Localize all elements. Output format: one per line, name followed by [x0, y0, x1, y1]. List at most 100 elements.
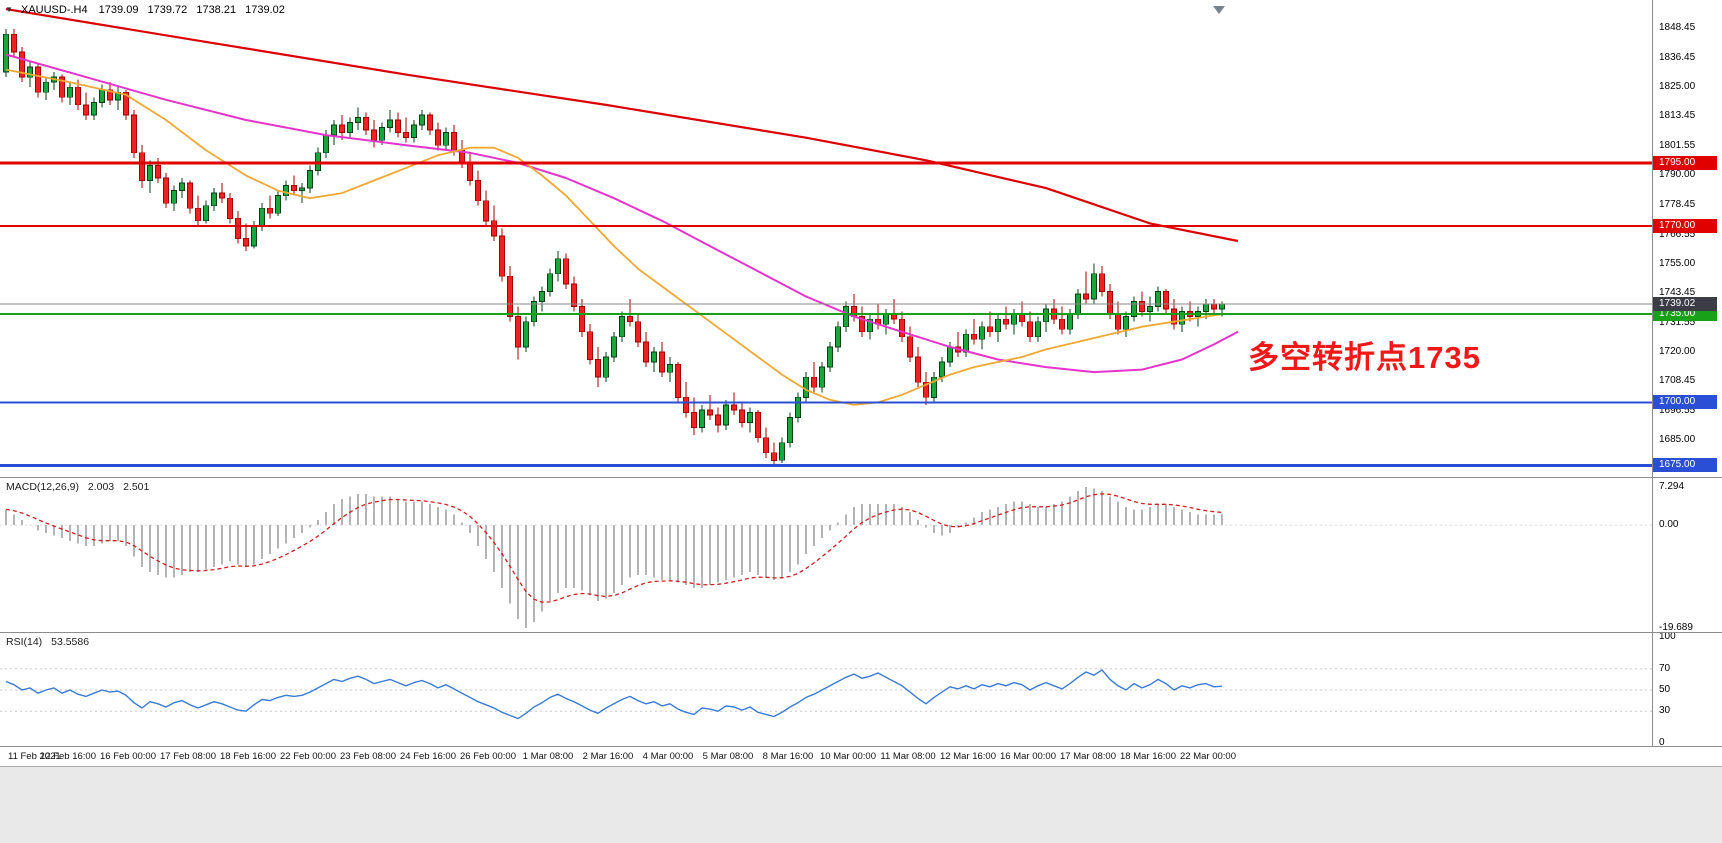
candle: [179, 178, 185, 199]
candle: [163, 172, 169, 209]
price-tick: 1778.45: [1659, 198, 1696, 210]
candle: [923, 372, 929, 405]
time-label: 16 Mar 00:00: [1000, 751, 1056, 762]
time-label: 8 Mar 16:00: [762, 751, 814, 762]
candle: [1067, 309, 1073, 335]
candle: [331, 120, 337, 146]
candle: [627, 299, 633, 327]
ma-slow-magenta[interactable]: [5, 53, 1239, 374]
candle: [67, 82, 73, 105]
time-label: 17 Feb 08:00: [160, 751, 216, 762]
candle: [1211, 299, 1217, 315]
candle: [139, 145, 145, 189]
macd-histogram: [5, 487, 1223, 629]
candle: [19, 46, 25, 83]
candle: [435, 122, 441, 151]
main-macd-separator[interactable]: [0, 477, 1722, 478]
macd-panel[interactable]: [0, 478, 1652, 633]
time-label: 22 Mar 00:00: [1180, 751, 1236, 762]
candle: [355, 107, 361, 131]
chart-axis-separator: [0, 746, 1722, 747]
candle: [739, 402, 745, 428]
window-bottom-strip: [0, 766, 1722, 843]
candle: [587, 324, 593, 365]
candle: [43, 77, 49, 100]
candle: [1027, 311, 1033, 342]
price-axis[interactable]: 1848.45 1836.45 1825.00 1813.45 1801.55 1790.…: [1653, 0, 1722, 748]
candle: [827, 341, 833, 373]
candle: [1195, 306, 1201, 327]
time-label: 2 Mar 16:00: [582, 751, 634, 762]
candle: [211, 188, 217, 211]
price-tick: 1743.45: [1659, 286, 1696, 298]
time-label: 17 Mar 08:00: [1060, 751, 1116, 762]
candle: [547, 268, 553, 297]
price-badge-1770.00: 1770.00: [1653, 218, 1717, 233]
rsi-tick: 0: [1659, 737, 1665, 748]
candle: [1059, 306, 1065, 335]
candle: [195, 195, 201, 226]
time-label: 1 Mar 08:00: [522, 751, 574, 762]
candle: [395, 112, 401, 138]
candle: [771, 442, 777, 466]
candle: [1091, 263, 1097, 304]
candle: [1123, 311, 1129, 337]
chart-shift-icon[interactable]: [1213, 6, 1225, 14]
rsi-tick: 30: [1659, 705, 1671, 717]
time-label: 4 Mar 00:00: [642, 751, 694, 762]
candle: [763, 427, 769, 458]
candle: [107, 82, 113, 105]
candles-layer: [3, 29, 1225, 466]
candle: [83, 92, 89, 120]
candle: [1115, 301, 1121, 335]
symbol-dropdown-icon[interactable]: ▼: [5, 5, 13, 14]
macd-rsi-separator[interactable]: [0, 632, 1722, 633]
candle: [275, 190, 281, 216]
candle: [1147, 296, 1153, 322]
candle: [611, 331, 617, 362]
candle: [1003, 306, 1009, 330]
candle: [51, 72, 57, 90]
candle: [427, 112, 433, 136]
time-axis[interactable]: 11 Feb 2021 12 Feb 16:00 16 Feb 00:00 17 Fe…: [0, 747, 1722, 766]
rsi-label: RSI(14) 53.5586: [6, 636, 95, 648]
candle: [891, 299, 897, 325]
candle: [915, 346, 921, 388]
price-tick: 1801.55: [1659, 140, 1696, 152]
candle: [227, 193, 233, 224]
candle: [883, 309, 889, 335]
candle: [3, 29, 9, 78]
rsi-name: RSI(14): [6, 636, 43, 648]
candle: [651, 346, 657, 373]
candle: [115, 87, 121, 110]
candle: [443, 127, 449, 151]
price-tick: 1731.55: [1659, 316, 1696, 328]
candle: [1043, 304, 1049, 332]
candle: [723, 399, 729, 431]
trendline-red[interactable]: [5, 8, 1239, 243]
candle: [571, 276, 577, 312]
ohlc-low-value: 1738.21: [196, 4, 237, 16]
candle: [235, 210, 241, 244]
candle: [411, 120, 417, 143]
candle: [523, 316, 529, 352]
main-price-chart[interactable]: [0, 0, 1652, 478]
candle: [387, 109, 393, 133]
candle: [1131, 296, 1137, 322]
rsi-tick: 50: [1659, 684, 1671, 695]
time-label: 10 Mar 00:00: [820, 751, 876, 762]
candle: [843, 301, 849, 332]
macd-tick: 0.00: [1659, 519, 1679, 531]
time-label: 11 Mar 08:00: [880, 751, 936, 762]
price-axis-border: [1652, 0, 1653, 747]
rsi-panel[interactable]: [0, 633, 1652, 747]
time-label: 18 Feb 16:00: [220, 751, 276, 762]
candle: [963, 329, 969, 357]
level-lines-layer: [0, 161, 1652, 467]
candle: [507, 266, 513, 322]
candle: [483, 190, 489, 226]
candle: [747, 407, 753, 433]
candle: [659, 341, 665, 378]
candle: [955, 331, 961, 357]
time-label: 18 Mar 16:00: [1120, 751, 1176, 762]
